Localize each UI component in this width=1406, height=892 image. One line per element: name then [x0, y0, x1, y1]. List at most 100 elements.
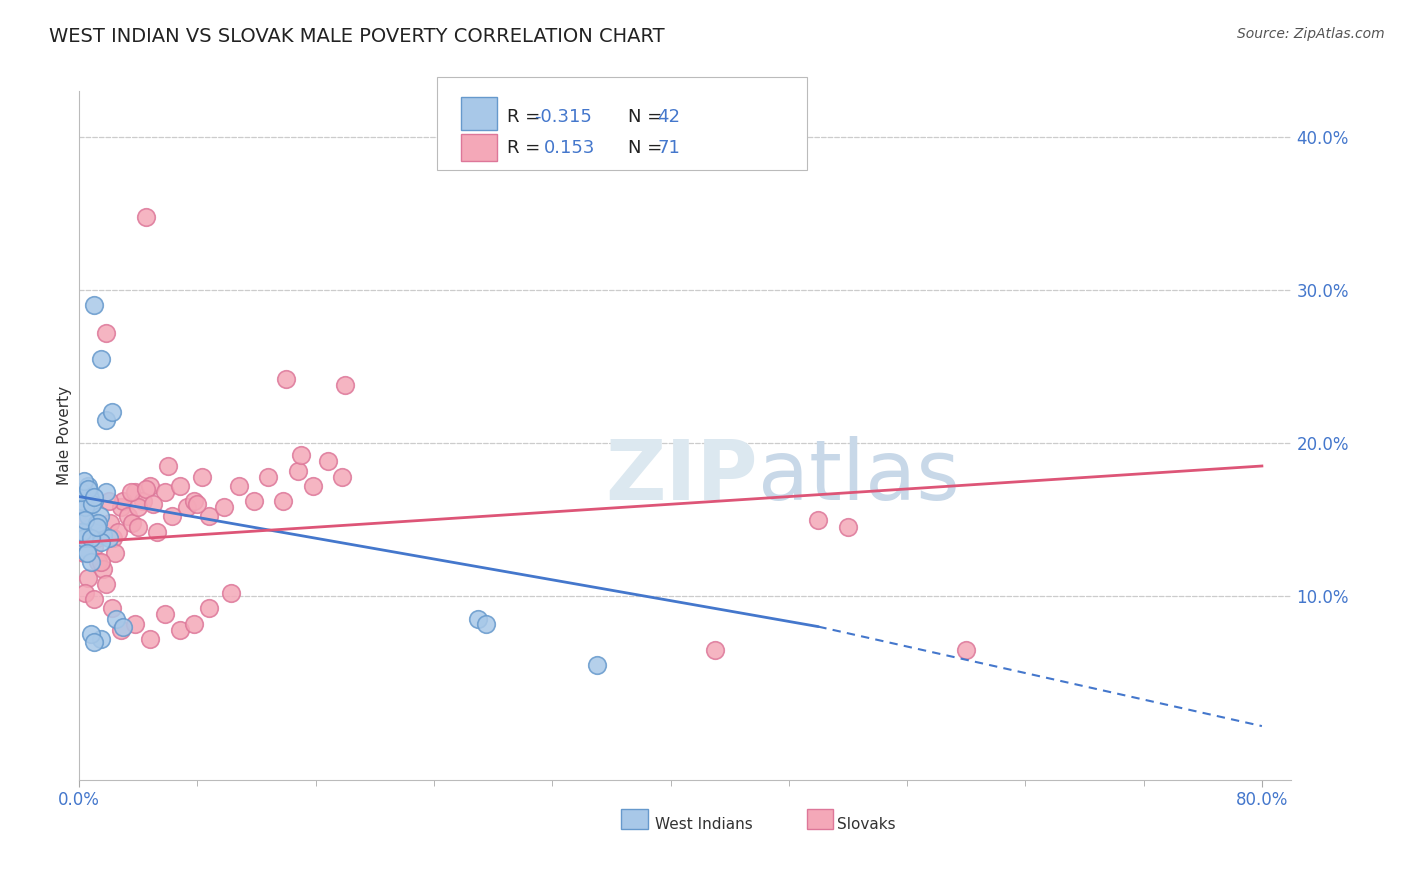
Point — [86, 531, 108, 545]
Point — [83, 490, 105, 504]
Text: N =: N = — [628, 109, 668, 127]
Point — [91, 528, 114, 542]
Point — [121, 516, 143, 530]
Point — [703, 642, 725, 657]
Point — [73, 586, 96, 600]
Point — [86, 516, 108, 530]
Point — [70, 524, 93, 539]
Point — [169, 479, 191, 493]
Point — [186, 497, 208, 511]
Point — [80, 627, 103, 641]
Text: R =: R = — [508, 109, 546, 127]
Text: atlas: atlas — [758, 436, 960, 517]
Point — [169, 623, 191, 637]
Text: 42: 42 — [658, 109, 681, 127]
FancyBboxPatch shape — [437, 78, 807, 170]
Point — [80, 524, 103, 539]
Point — [100, 601, 122, 615]
Point — [70, 494, 93, 508]
Point — [146, 524, 169, 539]
Point — [127, 520, 149, 534]
Point — [77, 571, 100, 585]
Point — [107, 524, 129, 539]
Point — [80, 516, 103, 530]
Point — [98, 516, 121, 530]
Text: West Indians: West Indians — [655, 817, 752, 832]
Point — [90, 535, 112, 549]
Point — [83, 592, 105, 607]
Point — [70, 485, 93, 500]
Point — [153, 607, 176, 622]
Point — [316, 454, 339, 468]
FancyBboxPatch shape — [461, 134, 498, 161]
Point — [77, 509, 100, 524]
FancyBboxPatch shape — [621, 808, 648, 830]
Text: Source: ZipAtlas.com: Source: ZipAtlas.com — [1237, 27, 1385, 41]
Point — [76, 490, 98, 504]
Point — [83, 635, 105, 649]
Point — [176, 500, 198, 515]
Point — [290, 448, 312, 462]
Point — [90, 351, 112, 366]
Point — [73, 500, 96, 515]
Point — [100, 405, 122, 419]
Point — [274, 372, 297, 386]
Text: R =: R = — [508, 139, 551, 157]
Point — [153, 485, 176, 500]
Point — [77, 479, 100, 493]
Point — [110, 500, 132, 515]
Text: WEST INDIAN VS SLOVAK MALE POVERTY CORRELATION CHART: WEST INDIAN VS SLOVAK MALE POVERTY CORRE… — [49, 27, 665, 45]
Point — [70, 509, 93, 524]
Point — [955, 642, 977, 657]
Y-axis label: Male Poverty: Male Poverty — [58, 386, 72, 485]
Point — [198, 509, 221, 524]
Point — [117, 509, 139, 524]
Point — [474, 616, 496, 631]
Point — [162, 509, 184, 524]
Point — [91, 561, 114, 575]
Text: ZIP: ZIP — [606, 436, 758, 517]
Point — [198, 601, 221, 615]
Point — [77, 540, 100, 554]
Point — [242, 494, 264, 508]
Point — [139, 632, 162, 646]
Point — [124, 616, 146, 631]
Point — [76, 546, 98, 560]
Point — [183, 616, 205, 631]
Point — [124, 485, 146, 500]
Point — [257, 469, 280, 483]
Point — [87, 555, 110, 569]
Point — [76, 494, 98, 508]
Point — [82, 497, 104, 511]
Point — [221, 586, 243, 600]
Point — [183, 494, 205, 508]
Point — [72, 540, 94, 554]
Point — [142, 497, 165, 511]
Point — [83, 494, 105, 508]
Point — [77, 482, 100, 496]
Point — [80, 531, 103, 545]
Point — [90, 632, 112, 646]
Point — [112, 494, 135, 508]
Point — [301, 479, 323, 493]
Text: N =: N = — [628, 139, 668, 157]
Point — [73, 500, 96, 515]
Point — [79, 524, 101, 539]
Point — [228, 479, 250, 493]
Point — [101, 531, 124, 545]
Point — [335, 378, 357, 392]
Text: Slovaks: Slovaks — [837, 817, 896, 832]
Point — [127, 500, 149, 515]
Point — [94, 485, 117, 500]
Point — [110, 623, 132, 637]
Point — [73, 531, 96, 545]
Point — [73, 512, 96, 526]
Point — [139, 479, 162, 493]
Point — [191, 469, 214, 483]
Point — [212, 500, 235, 515]
Point — [94, 576, 117, 591]
Point — [83, 540, 105, 554]
FancyBboxPatch shape — [807, 808, 834, 830]
Point — [72, 546, 94, 560]
Point — [112, 620, 135, 634]
